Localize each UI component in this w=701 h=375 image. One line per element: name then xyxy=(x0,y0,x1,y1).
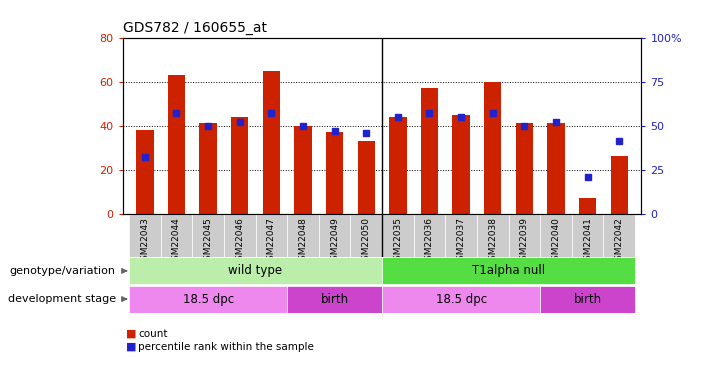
Text: GSM22048: GSM22048 xyxy=(299,217,308,266)
Text: GSM22046: GSM22046 xyxy=(236,217,244,266)
Bar xyxy=(224,214,256,257)
Bar xyxy=(168,75,185,214)
Bar xyxy=(129,286,287,312)
Text: ■: ■ xyxy=(126,329,137,339)
Bar xyxy=(382,257,635,284)
Text: T1alpha null: T1alpha null xyxy=(472,264,545,278)
Text: GDS782 / 160655_at: GDS782 / 160655_at xyxy=(123,21,266,35)
Text: GSM22037: GSM22037 xyxy=(456,217,465,266)
Bar xyxy=(547,123,565,214)
Text: development stage: development stage xyxy=(8,294,116,304)
Text: GSM22044: GSM22044 xyxy=(172,217,181,266)
Bar xyxy=(319,214,350,257)
Text: GSM22049: GSM22049 xyxy=(330,217,339,266)
Bar xyxy=(540,286,635,312)
Bar xyxy=(136,130,154,214)
Bar xyxy=(382,286,540,312)
Bar xyxy=(192,214,224,257)
Bar xyxy=(540,214,572,257)
Bar xyxy=(421,88,438,214)
Text: GSM22039: GSM22039 xyxy=(520,217,529,266)
Text: 18.5 dpc: 18.5 dpc xyxy=(435,292,486,306)
Bar xyxy=(231,117,248,214)
Text: GSM22047: GSM22047 xyxy=(267,217,275,266)
Bar xyxy=(350,214,382,257)
Bar xyxy=(129,214,161,257)
Text: genotype/variation: genotype/variation xyxy=(10,266,116,276)
Bar xyxy=(294,126,312,214)
Bar xyxy=(579,198,597,214)
Text: GSM22045: GSM22045 xyxy=(203,217,212,266)
Bar xyxy=(604,214,635,257)
Bar xyxy=(256,214,287,257)
Bar xyxy=(516,123,533,214)
Bar xyxy=(572,214,604,257)
Text: birth: birth xyxy=(320,292,348,306)
Bar xyxy=(389,117,407,214)
Text: 18.5 dpc: 18.5 dpc xyxy=(182,292,233,306)
Bar xyxy=(161,214,192,257)
Text: GSM22043: GSM22043 xyxy=(140,217,149,266)
Text: birth: birth xyxy=(573,292,601,306)
Text: wild type: wild type xyxy=(229,264,283,278)
Bar xyxy=(484,82,501,214)
Bar xyxy=(358,141,375,214)
Text: GSM22036: GSM22036 xyxy=(425,217,434,266)
Text: GSM22035: GSM22035 xyxy=(393,217,402,266)
Bar xyxy=(287,214,319,257)
Bar xyxy=(445,214,477,257)
Bar xyxy=(382,214,414,257)
Bar xyxy=(414,214,445,257)
Bar xyxy=(611,156,628,214)
Bar xyxy=(452,115,470,214)
Text: GSM22050: GSM22050 xyxy=(362,217,371,266)
Text: count: count xyxy=(138,329,168,339)
Bar xyxy=(287,286,382,312)
Bar xyxy=(508,214,540,257)
Text: ■: ■ xyxy=(126,342,137,352)
Text: GSM22038: GSM22038 xyxy=(489,217,497,266)
Bar xyxy=(199,123,217,214)
Bar xyxy=(477,214,508,257)
Text: GSM22040: GSM22040 xyxy=(552,217,561,266)
Bar xyxy=(129,257,382,284)
Text: GSM22041: GSM22041 xyxy=(583,217,592,266)
Bar xyxy=(263,70,280,214)
Text: percentile rank within the sample: percentile rank within the sample xyxy=(138,342,314,352)
Bar xyxy=(326,132,343,214)
Text: GSM22042: GSM22042 xyxy=(615,217,624,266)
